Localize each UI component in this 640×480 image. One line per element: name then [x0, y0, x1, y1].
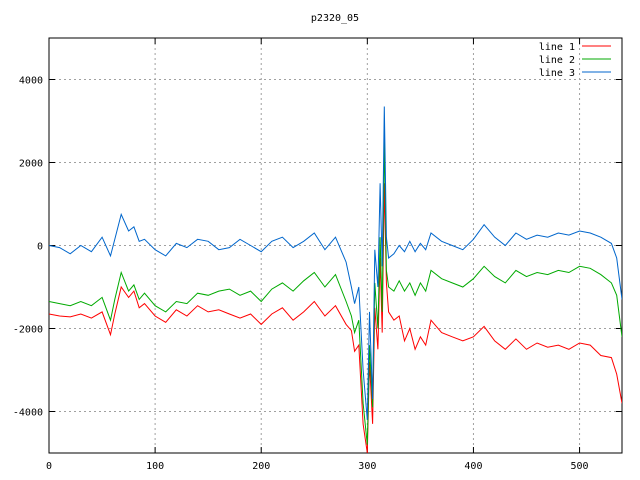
series-line-3 [49, 106, 622, 420]
legend-label-3: line 3 [539, 68, 575, 79]
legend-label-2: line 2 [539, 55, 575, 66]
y-tick-label: -4000 [13, 408, 43, 419]
x-tick-label: 500 [571, 461, 589, 472]
chart-title: p2320_05 [311, 13, 359, 24]
y-tick-label: -2000 [13, 325, 43, 336]
series-line-2 [49, 135, 622, 445]
x-tick-label: 0 [46, 461, 52, 472]
axis-ticks: 0 100 200 300 400 500 -4000 -2000 0 2000 4000 [13, 38, 622, 472]
series-lines [49, 106, 622, 453]
y-tick-label: 2000 [19, 159, 43, 170]
x-tick-label: 100 [146, 461, 164, 472]
x-tick-label: 200 [252, 461, 270, 472]
legend-label-1: line 1 [539, 42, 575, 53]
y-tick-label: 0 [37, 242, 43, 253]
series-line-1 [49, 183, 622, 453]
x-tick-label: 400 [464, 461, 482, 472]
y-tick-label: 4000 [19, 76, 43, 87]
x-tick-label: 300 [358, 461, 376, 472]
grid [49, 38, 622, 453]
legend: line 1 line 2 line 3 [539, 42, 611, 79]
